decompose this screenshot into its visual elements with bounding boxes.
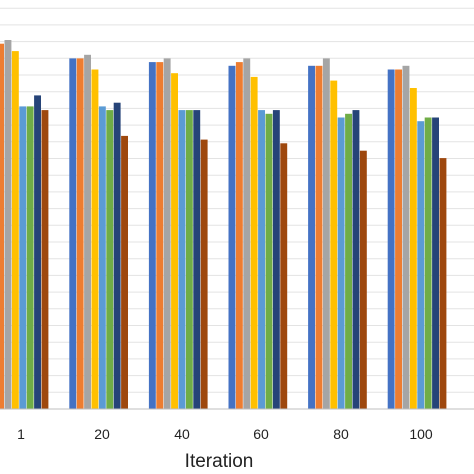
bar-100-series-4	[409, 88, 417, 409]
bar-20-series-6	[106, 110, 114, 409]
bar-40-series-2	[156, 62, 164, 409]
x-tick-label: 80	[333, 426, 349, 442]
bar-1-series-3	[4, 40, 12, 409]
bar-80-series-2	[315, 65, 323, 410]
bar-80-series-5	[337, 117, 345, 409]
bar-100-series-6	[424, 117, 432, 409]
bar-1-series-5	[19, 106, 27, 410]
bar-40-series-6	[185, 110, 193, 409]
bar-100-series-1	[387, 69, 395, 409]
bar-60-series-4	[250, 76, 258, 410]
bar-100-series-7	[432, 117, 439, 409]
bar-1-series-8	[41, 110, 49, 409]
bar-1-series-7	[34, 95, 41, 410]
bar-80-series-8	[359, 150, 367, 409]
bar-20-series-4	[91, 69, 99, 409]
x-tick-label: 40	[174, 426, 190, 442]
bar-series-group	[0, 40, 447, 410]
bar-40-series-5	[178, 110, 186, 409]
bar-100-series-5	[417, 121, 425, 409]
bar-40-series-1	[148, 62, 156, 409]
bar-100-series-2	[395, 69, 402, 409]
bar-60-series-6	[265, 113, 273, 410]
bar-80-series-3	[322, 58, 330, 410]
bar-60-series-5	[258, 110, 265, 409]
bar-100-series-8	[439, 158, 447, 409]
x-tick-label: 1	[17, 426, 25, 442]
bar-1-series-2	[0, 43, 4, 409]
bar-60-series-1	[228, 65, 236, 410]
bar-100-series-3	[402, 65, 410, 410]
bar-1-series-6	[26, 106, 34, 410]
x-tick-labels: 1 20 40 60 80 100	[17, 426, 433, 442]
bar-20-series-1	[69, 58, 77, 410]
x-tick-label: 20	[94, 426, 110, 442]
bar-80-series-7	[352, 110, 360, 409]
x-tick-label: 60	[253, 426, 269, 442]
bar-80-series-6	[345, 113, 352, 410]
bar-1-series-4	[11, 51, 19, 409]
x-tick-label: 100	[409, 426, 433, 442]
bar-60-series-3	[243, 58, 251, 410]
bar-20-series-8	[121, 135, 128, 409]
bar-40-series-8	[200, 139, 208, 409]
bar-40-series-7	[193, 110, 201, 409]
bar-80-series-4	[330, 80, 338, 409]
bar-60-series-2	[235, 62, 243, 409]
bar-20-series-2	[76, 58, 84, 410]
x-axis-title: Iteration	[185, 451, 254, 472]
bar-80-series-1	[308, 65, 315, 410]
bar-20-series-5	[98, 106, 106, 410]
bar-20-series-7	[113, 102, 121, 409]
bar-60-series-8	[280, 143, 288, 410]
bar-40-series-3	[163, 58, 171, 410]
bar-60-series-7	[272, 110, 280, 409]
bar-20-series-3	[84, 54, 91, 410]
bar-40-series-4	[171, 73, 178, 409]
